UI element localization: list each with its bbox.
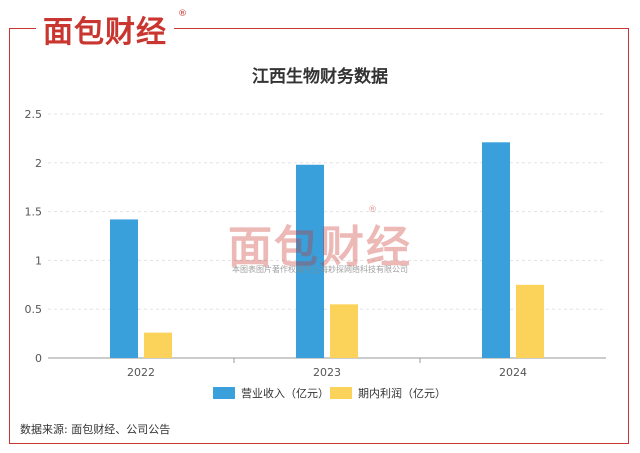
- data-source-note: 数据来源: 面包财经、公司公告: [20, 423, 171, 436]
- y-tick-label: 0.5: [25, 303, 43, 316]
- brand-logo-text: 面包财经: [43, 15, 167, 50]
- legend-swatch-1: [330, 387, 352, 399]
- x-tick-label: 2024: [499, 366, 527, 379]
- x-tick-label: 2022: [127, 366, 155, 379]
- bar-2022-series-1: [144, 332, 172, 358]
- legend-label-0: 营业收入（亿元）: [241, 386, 329, 400]
- bar-2022-series-0: [110, 219, 138, 358]
- y-tick-label: 2: [35, 157, 42, 170]
- bar-2023-series-0: [296, 164, 324, 358]
- bar-2023-series-1: [330, 304, 358, 358]
- brand-logo: 面包财经 ®: [36, 8, 187, 50]
- y-tick-label: 0: [35, 352, 42, 365]
- y-tick-label: 1.5: [25, 206, 43, 219]
- y-tick-label: 2.5: [25, 108, 43, 121]
- brand-reg-mark: ®: [178, 9, 187, 19]
- chart-frame: [9, 28, 629, 444]
- legend-swatch-0: [213, 387, 235, 399]
- bar-2024-series-1: [516, 284, 544, 358]
- legend-label-1: 期内利润（亿元）: [358, 386, 446, 400]
- watermark-caption: 本图表图片著作权属于上海耖探网络科技有限公司: [232, 264, 408, 274]
- watermark-logo: 面包财经: [228, 222, 412, 273]
- x-tick-label: 2023: [313, 366, 341, 379]
- watermark-reg-mark: ®: [368, 205, 377, 215]
- chart-title: 江西生物财务数据: [252, 67, 388, 87]
- bar-2024-series-0: [482, 142, 510, 358]
- y-tick-label: 1: [35, 254, 42, 267]
